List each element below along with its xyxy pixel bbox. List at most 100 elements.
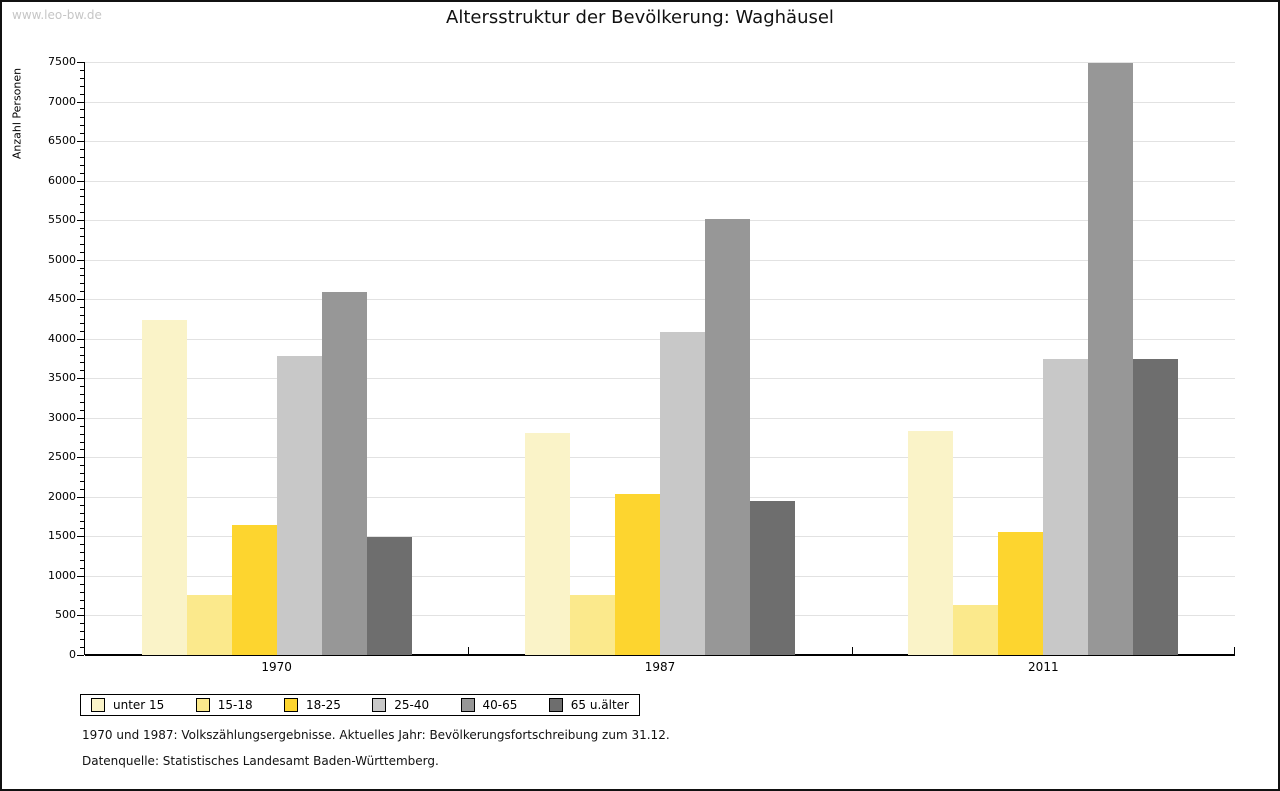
y-minor-tick	[80, 528, 84, 530]
y-minor-tick	[80, 647, 84, 649]
y-tick-label: 1000	[48, 568, 76, 582]
y-minor-tick	[80, 504, 84, 506]
bar-18-25-2011	[998, 531, 1044, 655]
y-major-tick	[77, 457, 84, 459]
y-minor-tick	[80, 172, 84, 174]
bar-15-18-1987	[570, 594, 615, 655]
legend-entry: 40-65	[460, 698, 518, 712]
y-minor-tick	[80, 599, 84, 601]
gridline	[85, 62, 1235, 63]
y-major-tick	[77, 220, 84, 222]
gridline	[85, 220, 1235, 222]
y-tick-label: 6500	[48, 134, 76, 148]
legend-label: 40-65	[482, 698, 518, 712]
y-minor-tick	[80, 196, 84, 198]
bar-65-u.älter-1970	[366, 537, 412, 655]
y-minor-tick	[80, 117, 84, 119]
y-tick-label: 5500	[48, 213, 76, 227]
legend-label: 15-18	[217, 698, 253, 712]
footnote-line-2: Datenquelle: Statistisches Landesamt Bad…	[82, 754, 439, 768]
legend-entry: 15-18	[195, 698, 253, 712]
y-tick-label: 2000	[48, 489, 76, 503]
y-minor-tick	[80, 267, 84, 269]
y-major-tick	[77, 62, 84, 63]
gridline	[85, 101, 1235, 103]
y-tick-label: 500	[55, 608, 76, 622]
y-major-tick	[77, 338, 84, 340]
y-minor-tick	[80, 544, 84, 546]
y-major-tick	[77, 299, 84, 301]
legend-entry: 65 u.älter	[548, 698, 629, 712]
bar-65-u.älter-2011	[1133, 359, 1179, 655]
y-minor-tick	[80, 552, 84, 554]
legend: unter 15 15-18 18-25 25-40 40-65 65 u.älter	[80, 694, 640, 716]
y-major-tick	[77, 378, 84, 380]
y-minor-tick	[80, 307, 84, 309]
gridline	[85, 299, 1235, 301]
legend-entry: 18-25	[283, 698, 341, 712]
y-minor-tick	[80, 133, 84, 135]
y-minor-tick	[80, 204, 84, 206]
x-category-label: 2011	[1028, 660, 1059, 674]
y-tick-label: 5000	[48, 252, 76, 266]
y-minor-tick	[80, 148, 84, 150]
y-minor-tick	[80, 109, 84, 111]
y-tick-label: 7000	[48, 94, 76, 108]
y-minor-tick	[80, 401, 84, 403]
y-minor-tick	[80, 125, 84, 127]
bar-unter-15-1970	[141, 319, 187, 655]
y-minor-tick	[80, 449, 84, 451]
bar-18-25-1970	[231, 525, 277, 655]
y-minor-tick	[80, 473, 84, 475]
y-tick-label: 6000	[48, 173, 76, 187]
y-minor-tick	[80, 315, 84, 316]
legend-swatch-icon	[460, 698, 475, 712]
legend-swatch-icon	[283, 698, 298, 712]
x-boundary-tick	[468, 647, 470, 654]
bar-25-40-2011	[1043, 359, 1089, 655]
bar-65-u.älter-1987	[750, 500, 795, 655]
y-minor-tick	[80, 322, 84, 324]
gridline	[85, 180, 1235, 182]
y-major-tick	[77, 536, 84, 538]
bar-25-40-1970	[276, 356, 322, 655]
gridline	[85, 141, 1235, 143]
chart-title: Altersstruktur der Bevölkerung: Waghäuse…	[446, 7, 834, 28]
y-tick-label: 0	[69, 648, 76, 661]
legend-label: 65 u.älter	[570, 698, 629, 712]
y-tick-label: 3500	[48, 371, 76, 385]
y-minor-tick	[80, 488, 84, 490]
y-minor-tick	[80, 212, 84, 214]
y-minor-tick	[80, 291, 84, 293]
x-boundary-tick	[851, 647, 853, 654]
legend-label: 18-25	[305, 698, 341, 712]
watermark: www.leo-bw.de	[12, 8, 102, 22]
bar-40-65-1970	[321, 292, 367, 655]
y-major-tick	[77, 615, 84, 617]
y-tick-label: 4000	[48, 331, 76, 345]
bar-18-25-1987	[615, 494, 660, 655]
y-minor-tick	[80, 465, 84, 467]
y-minor-tick	[80, 164, 84, 166]
legend-swatch-icon	[372, 698, 387, 712]
y-minor-tick	[80, 409, 84, 411]
y-minor-tick	[80, 639, 84, 641]
legend-swatch-icon	[548, 698, 563, 712]
y-minor-tick	[80, 346, 84, 348]
y-major-tick	[77, 141, 84, 143]
y-minor-tick	[80, 251, 84, 253]
y-minor-tick	[80, 354, 84, 356]
y-minor-tick	[80, 512, 84, 514]
y-minor-tick	[80, 433, 84, 435]
y-minor-tick	[80, 583, 84, 585]
y-major-tick	[77, 180, 84, 182]
y-minor-tick	[80, 481, 84, 483]
y-minor-tick	[80, 425, 84, 427]
y-minor-tick	[80, 362, 84, 364]
y-minor-tick	[80, 370, 84, 372]
y-tick-label: 1500	[48, 529, 76, 543]
y-minor-tick	[80, 235, 84, 237]
y-minor-tick	[80, 441, 84, 443]
